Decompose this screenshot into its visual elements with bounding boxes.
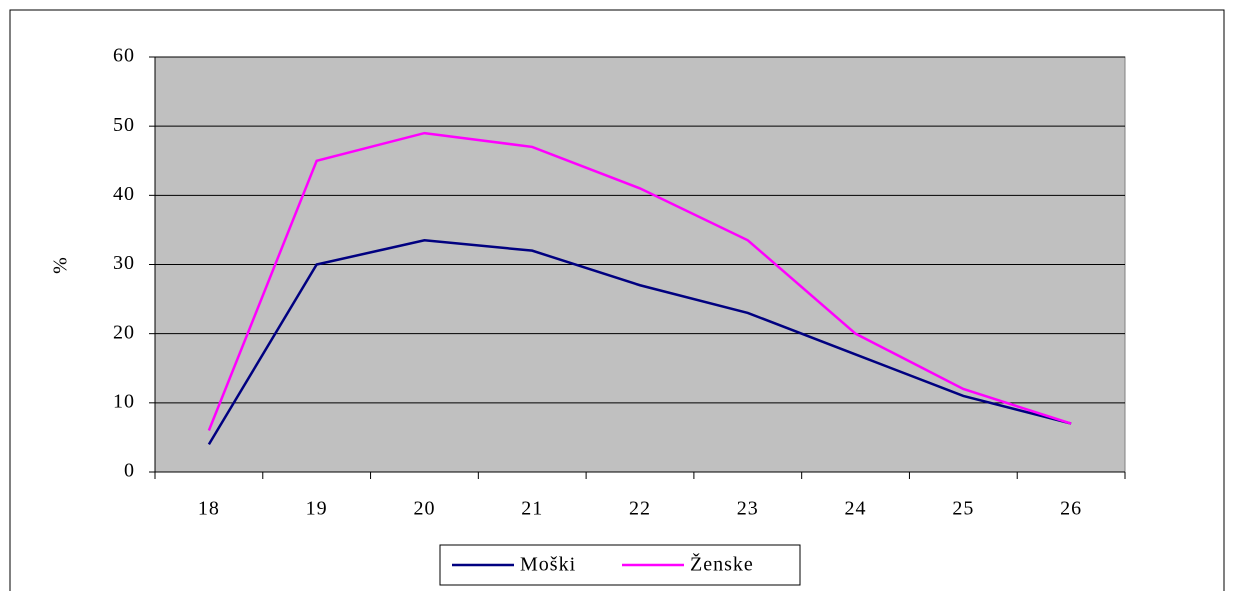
x-tick-label: 19 <box>306 498 328 520</box>
legend-label: Moški <box>520 554 576 576</box>
chart-frame <box>9 9 1225 591</box>
y-tick-label: 60 <box>113 45 135 67</box>
series-line <box>207 239 1072 445</box>
x-tick-label: 24 <box>845 498 867 520</box>
x-tick-label: 26 <box>1060 498 1082 520</box>
y-tick-label: 40 <box>113 183 135 205</box>
x-tick-label: 18 <box>198 498 220 520</box>
y-tick-label: 0 <box>124 460 135 482</box>
y-axis-title: % <box>50 256 72 274</box>
y-tick-label: 30 <box>113 252 135 274</box>
x-tick-label: 22 <box>629 498 651 520</box>
x-tick-label: 25 <box>952 498 974 520</box>
x-tick-label: 21 <box>521 498 543 520</box>
y-tick-label: 10 <box>113 390 135 412</box>
y-tick-label: 20 <box>113 321 135 343</box>
x-tick-label: 20 <box>413 498 435 520</box>
x-tick-label: 23 <box>737 498 759 520</box>
series-line <box>207 131 1072 431</box>
y-tick-label: 50 <box>113 114 135 136</box>
legend-label: Ženske <box>690 553 754 576</box>
